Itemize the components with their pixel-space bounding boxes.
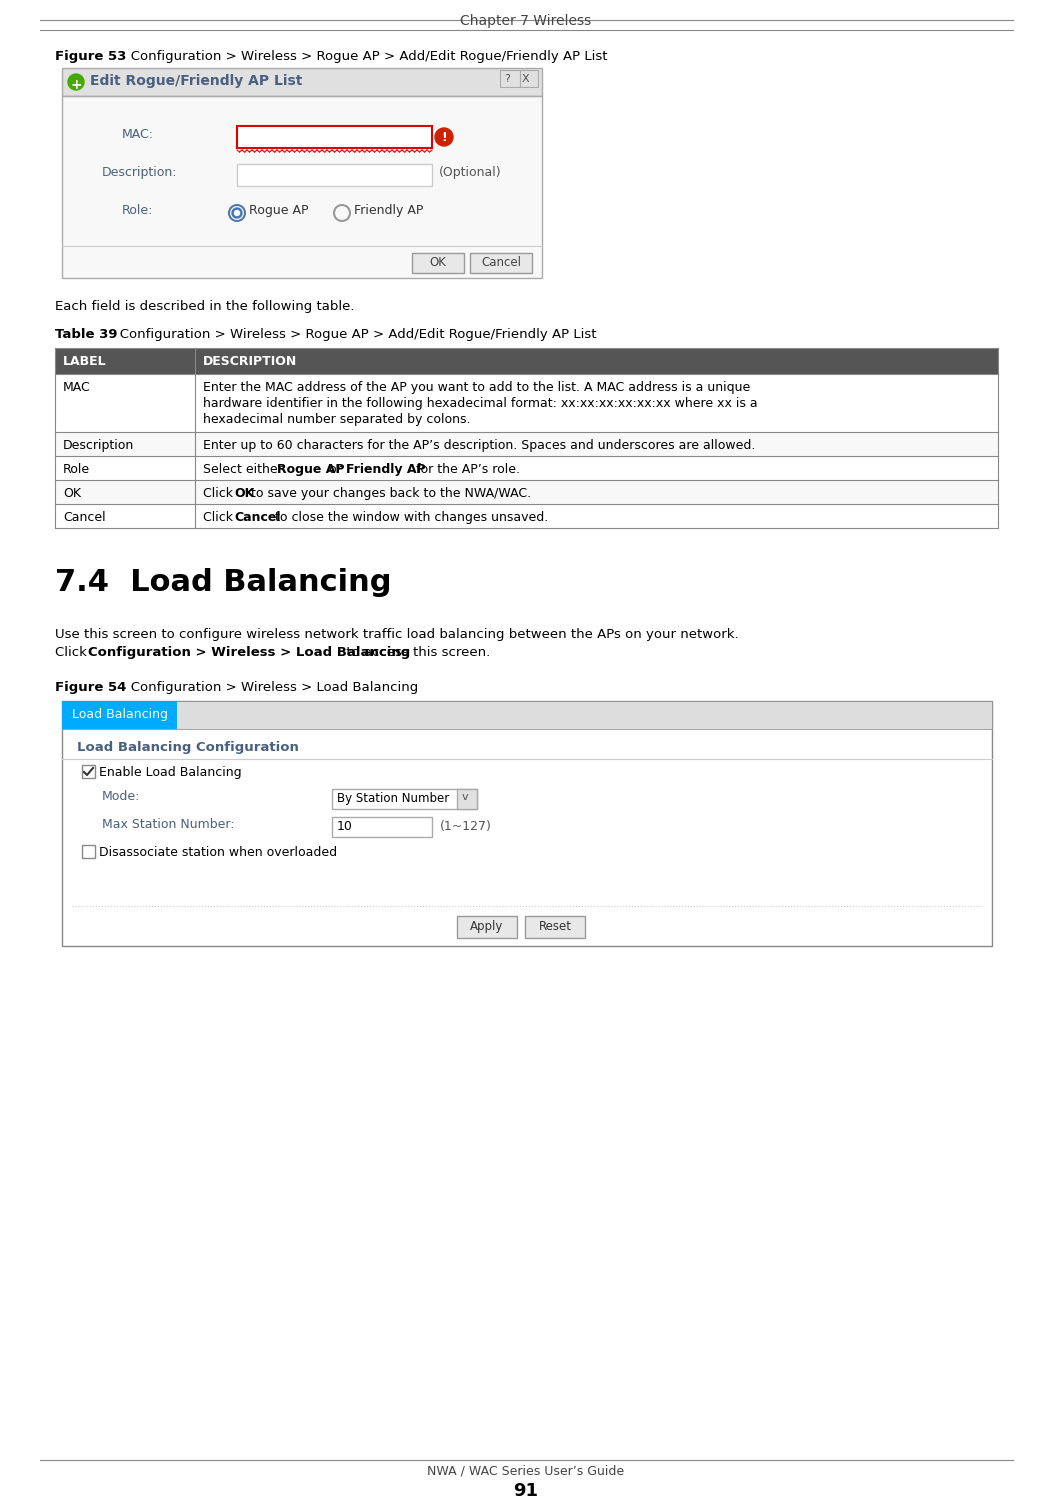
Bar: [457, 916, 517, 939]
Text: +: +: [71, 78, 82, 92]
Text: Cancel: Cancel: [481, 257, 521, 269]
Text: Figure 54: Figure 54: [55, 681, 126, 694]
Text: OK: OK: [430, 257, 446, 269]
Text: MAC: MAC: [63, 380, 91, 394]
Bar: [237, 164, 432, 186]
Bar: [62, 246, 542, 278]
Text: Select either: Select either: [203, 463, 286, 475]
Text: to close the window with changes unsaved.: to close the window with changes unsaved…: [271, 512, 548, 524]
Bar: [62, 68, 542, 97]
Bar: [500, 69, 520, 88]
Text: OK: OK: [63, 487, 81, 499]
Text: Use this screen to configure wireless network traffic load balancing between the: Use this screen to configure wireless ne…: [55, 628, 738, 641]
Bar: [55, 432, 998, 456]
Bar: [412, 254, 464, 273]
Text: Configuration > Wireless > Load Balancing: Configuration > Wireless > Load Balancin…: [118, 681, 418, 694]
Text: Each field is described in the following table.: Each field is described in the following…: [55, 300, 355, 312]
Text: Role: Role: [63, 463, 91, 475]
Text: Reset: Reset: [538, 920, 572, 933]
Text: X: X: [522, 74, 530, 85]
Text: hexadecimal number separated by colons.: hexadecimal number separated by colons.: [203, 413, 471, 426]
Text: By Station Number: By Station Number: [337, 792, 450, 804]
Text: Description: Description: [63, 439, 134, 453]
Text: Configuration > Wireless > Rogue AP > Add/Edit Rogue/Friendly AP List: Configuration > Wireless > Rogue AP > Ad…: [118, 50, 608, 63]
Bar: [237, 125, 432, 148]
Bar: [82, 845, 95, 859]
Bar: [520, 69, 538, 88]
Text: Chapter 7 Wireless: Chapter 7 Wireless: [460, 14, 592, 29]
Text: Click: Click: [203, 487, 237, 499]
Text: Enable Load Balancing: Enable Load Balancing: [99, 767, 241, 779]
Circle shape: [235, 210, 239, 216]
Text: Rogue AP: Rogue AP: [249, 204, 309, 217]
Text: to access this screen.: to access this screen.: [342, 646, 491, 659]
Text: Friendly AP: Friendly AP: [346, 463, 426, 475]
Bar: [82, 765, 95, 779]
Circle shape: [68, 74, 84, 91]
Text: 10: 10: [337, 819, 353, 833]
Text: LABEL: LABEL: [63, 355, 106, 368]
Bar: [62, 702, 992, 946]
Text: DESCRIPTION: DESCRIPTION: [203, 355, 297, 368]
Text: Table 39: Table 39: [55, 327, 118, 341]
Text: Enter the MAC address of the AP you want to add to the list. A MAC address is a : Enter the MAC address of the AP you want…: [203, 380, 750, 394]
Text: Figure 53: Figure 53: [55, 50, 126, 63]
Text: Disassociate station when overloaded: Disassociate station when overloaded: [99, 847, 337, 859]
Bar: [55, 374, 998, 432]
Text: ?: ?: [504, 74, 510, 85]
Text: (1~127): (1~127): [440, 819, 492, 833]
Text: Configuration > Wireless > Rogue AP > Add/Edit Rogue/Friendly AP List: Configuration > Wireless > Rogue AP > Ad…: [107, 327, 596, 341]
Text: Cancel: Cancel: [63, 512, 105, 524]
Text: Load Balancing Configuration: Load Balancing Configuration: [77, 741, 299, 754]
Text: Rogue AP: Rogue AP: [277, 463, 344, 475]
Text: Load Balancing: Load Balancing: [72, 708, 167, 721]
Text: Max Station Number:: Max Station Number:: [102, 818, 235, 831]
Text: Friendly AP: Friendly AP: [354, 204, 423, 217]
Text: 7.4  Load Balancing: 7.4 Load Balancing: [55, 567, 392, 598]
Bar: [62, 702, 992, 729]
Bar: [470, 254, 532, 273]
Bar: [457, 789, 477, 809]
Text: MAC:: MAC:: [122, 128, 154, 140]
Text: for the AP’s role.: for the AP’s role.: [413, 463, 520, 475]
Text: v: v: [461, 792, 469, 801]
Text: Configuration > Wireless > Load Balancing: Configuration > Wireless > Load Balancin…: [88, 646, 411, 659]
Text: to save your changes back to the NWA/WAC.: to save your changes back to the NWA/WAC…: [246, 487, 531, 499]
Bar: [55, 504, 998, 528]
Text: hardware identifier in the following hexadecimal format: xx:xx:xx:xx:xx:xx where: hardware identifier in the following hex…: [203, 397, 757, 410]
Bar: [62, 97, 542, 278]
Circle shape: [435, 128, 453, 146]
Text: !: !: [441, 131, 446, 143]
Text: Enter up to 60 characters for the AP’s description. Spaces and underscores are a: Enter up to 60 characters for the AP’s d…: [203, 439, 755, 453]
Text: NWA / WAC Series User’s Guide: NWA / WAC Series User’s Guide: [428, 1464, 624, 1477]
Text: Edit Rogue/Friendly AP List: Edit Rogue/Friendly AP List: [90, 74, 302, 88]
Bar: [55, 349, 998, 374]
Bar: [62, 702, 177, 729]
Bar: [55, 480, 998, 504]
Text: Click: Click: [55, 646, 92, 659]
Circle shape: [232, 208, 242, 217]
Bar: [55, 456, 998, 480]
Text: Apply: Apply: [471, 920, 503, 933]
Text: (Optional): (Optional): [439, 166, 501, 180]
Text: Click: Click: [203, 512, 237, 524]
Bar: [525, 916, 585, 939]
Text: Description:: Description:: [102, 166, 178, 180]
Bar: [332, 816, 432, 837]
Text: Role:: Role:: [122, 204, 154, 217]
Text: Cancel: Cancel: [235, 512, 281, 524]
Text: OK: OK: [235, 487, 255, 499]
Text: or: or: [325, 463, 346, 475]
Text: Mode:: Mode:: [102, 791, 140, 803]
Text: 91: 91: [514, 1482, 538, 1500]
Bar: [332, 789, 477, 809]
